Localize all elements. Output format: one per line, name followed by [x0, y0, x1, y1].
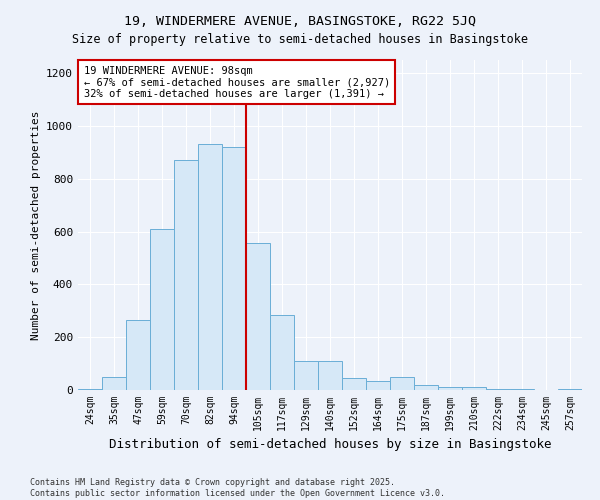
Bar: [414, 384, 438, 390]
Bar: [462, 388, 486, 390]
Bar: [294, 361, 318, 390]
X-axis label: Distribution of semi-detached houses by size in Basingstoke: Distribution of semi-detached houses by …: [109, 438, 551, 452]
Y-axis label: Number of semi-detached properties: Number of semi-detached properties: [31, 110, 41, 340]
Bar: [366, 381, 390, 390]
Bar: [174, 160, 198, 390]
Bar: [486, 388, 510, 390]
Text: Size of property relative to semi-detached houses in Basingstoke: Size of property relative to semi-detach…: [72, 32, 528, 46]
Bar: [102, 377, 126, 390]
Bar: [438, 387, 462, 390]
Text: 19, WINDERMERE AVENUE, BASINGSTOKE, RG22 5JQ: 19, WINDERMERE AVENUE, BASINGSTOKE, RG22…: [124, 15, 476, 28]
Bar: [510, 389, 534, 390]
Bar: [222, 147, 246, 390]
Text: 19 WINDERMERE AVENUE: 98sqm
← 67% of semi-detached houses are smaller (2,927)
32: 19 WINDERMERE AVENUE: 98sqm ← 67% of sem…: [83, 66, 390, 99]
Bar: [270, 315, 294, 390]
Bar: [246, 244, 270, 390]
Bar: [318, 361, 342, 390]
Text: Contains HM Land Registry data © Crown copyright and database right 2025.
Contai: Contains HM Land Registry data © Crown c…: [30, 478, 445, 498]
Bar: [78, 388, 102, 390]
Bar: [342, 378, 366, 390]
Bar: [558, 389, 582, 390]
Bar: [126, 320, 150, 390]
Bar: [198, 144, 222, 390]
Bar: [150, 229, 174, 390]
Bar: [390, 377, 414, 390]
